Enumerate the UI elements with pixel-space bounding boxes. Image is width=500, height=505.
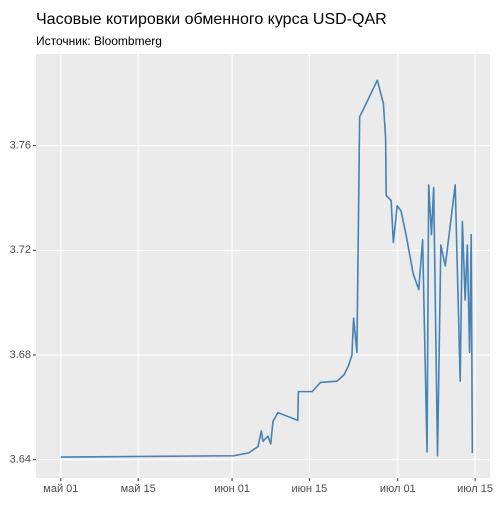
x-tick-label: май 01 [43, 483, 78, 495]
x-tick-label: май 15 [121, 483, 156, 495]
plot-panel [36, 54, 490, 478]
chart-subtitle: Источник: Bloombmerg [36, 34, 162, 48]
x-tick-label: июл 15 [457, 483, 493, 495]
x-tick-label: июн 15 [292, 483, 328, 495]
chart-title: Часовые котировки обменного курса USD-QA… [36, 11, 387, 28]
x-tick-label: июл 01 [380, 483, 416, 495]
y-tick-label: 3.64 [10, 454, 31, 466]
y-tick-label: 3.76 [10, 140, 31, 152]
y-tick-label: 3.68 [10, 349, 31, 361]
line-series [60, 79, 474, 458]
y-tick-label: 3.72 [10, 244, 31, 256]
x-tick-label: июн 01 [214, 483, 250, 495]
